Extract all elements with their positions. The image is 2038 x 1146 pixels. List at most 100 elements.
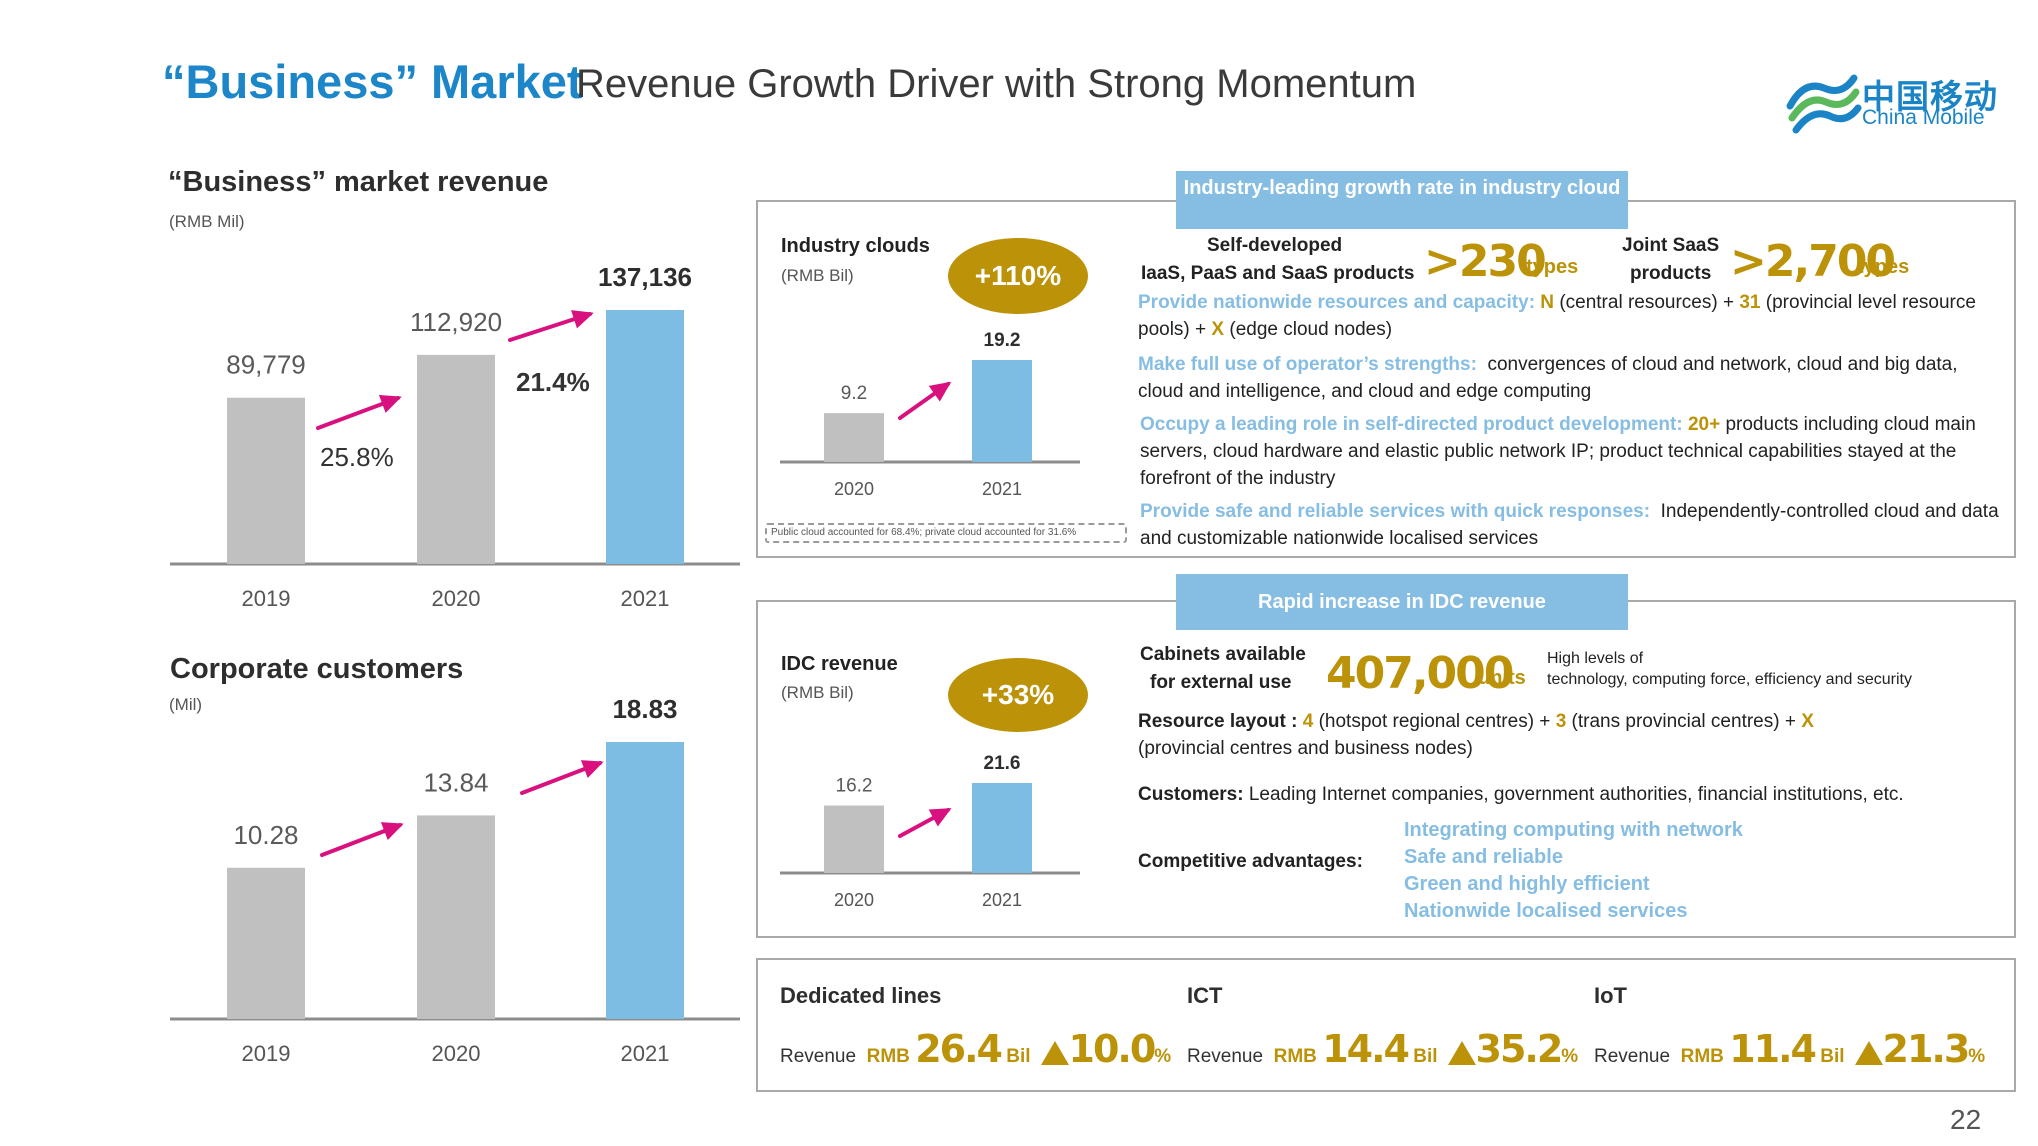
data-label: 10.28 xyxy=(233,820,298,850)
data-label: 13.84 xyxy=(423,767,488,797)
high-levels-detail: technology, computing force, efficiency … xyxy=(1547,671,1912,688)
kpi-revenue-label: Revenue xyxy=(780,1046,857,1067)
cabinets-label-2: for external use xyxy=(1150,672,1292,693)
kpi-title: ICT xyxy=(1187,983,1223,1008)
idc-customers: Customers: Leading Internet companies, g… xyxy=(1138,781,2018,808)
competitive-advantages-label: Competitive advantages: xyxy=(1138,851,1363,872)
industry-clouds-growth-badge: +110% xyxy=(948,238,1088,314)
kpi-panel xyxy=(756,958,2016,1092)
central-count: N xyxy=(1540,292,1555,313)
data-label: 112,920 xyxy=(410,307,502,337)
kpi-growth: 10.0 xyxy=(1068,1027,1157,1071)
advantage-item: Nationwide localised services xyxy=(1404,900,1688,922)
kpi-unit: Bil xyxy=(1820,1046,1845,1067)
kpi-title: Dedicated lines xyxy=(780,983,942,1008)
bullet-text: Independently-controlled cloud and data … xyxy=(1140,501,1999,549)
cloud-share-note-box: Public cloud accounted for 68.4%; privat… xyxy=(765,523,1127,543)
bar xyxy=(972,360,1032,462)
bullet-text: (provincial level resource pools) + xyxy=(1138,292,1976,340)
kpi-dedicated-lines: Dedicated lines Revenue RMB 26.4 Bil 10.0… xyxy=(780,983,1171,1071)
cloud-bullet-resources: Provide nationwide resources and capacit… xyxy=(1138,289,1998,343)
trans-provincial-count: 3 xyxy=(1555,711,1567,732)
provincial-count: X xyxy=(1801,711,1814,732)
cloud-bullet-services: Provide safe and reliable services with … xyxy=(1140,498,2000,552)
regional-count: 4 xyxy=(1302,711,1314,732)
up-triangle-icon xyxy=(1040,1041,1069,1065)
bar xyxy=(227,867,305,1019)
bar xyxy=(417,354,495,564)
bar xyxy=(824,413,884,462)
x-tick-label: 2020 xyxy=(834,890,874,910)
revenue-chart-unit: (RMB Mil) xyxy=(169,212,245,231)
customers-chart-title: Corporate customers xyxy=(170,653,464,685)
bar xyxy=(606,742,684,1019)
bullet-heading: Provide nationwide resources and capacit… xyxy=(1138,292,1536,313)
advantage-item: Green and highly efficient xyxy=(1404,873,1650,895)
joint-saas-count: >2,700 xyxy=(1730,236,1896,287)
revenue-bar-chart: 89,779 2019 112,920 2020 137,136 2021 25.8% 21.… xyxy=(170,262,740,611)
bullet-heading: Occupy a leading role in self-directed p… xyxy=(1140,414,1683,435)
kpi-growth: 21.3 xyxy=(1882,1027,1971,1071)
bar xyxy=(227,397,305,564)
cabinets-count: 407,000 xyxy=(1326,648,1514,699)
growth-arrowhead-icon xyxy=(928,808,952,827)
provincial-count: 31 xyxy=(1739,292,1761,313)
kpi-value: 26.4 xyxy=(915,1027,1003,1071)
x-tick-label: 2020 xyxy=(432,1041,481,1066)
bullet-text: (hotspot regional centres) + xyxy=(1318,711,1551,732)
x-tick-label: 2020 xyxy=(834,479,874,499)
joint-saas-label: Joint SaaS xyxy=(1622,235,1720,256)
logo-english-text: China Mobile xyxy=(1862,106,1985,129)
up-triangle-icon xyxy=(1447,1041,1476,1065)
x-tick-label: 2019 xyxy=(242,586,291,611)
bullet-heading: Make full use of operator’s strengths: xyxy=(1138,354,1477,375)
data-label: 21.6 xyxy=(984,753,1021,774)
bullet-text: Leading Internet companies, government a… xyxy=(1248,784,1904,805)
joint-saas-products-label: products xyxy=(1630,263,1712,284)
kpi-currency: RMB xyxy=(1273,1046,1317,1067)
up-triangle-icon xyxy=(1854,1041,1883,1065)
bar xyxy=(417,815,495,1019)
idc-resource-layout: Resource layout : 4 (hotspot regional ce… xyxy=(1138,708,1998,762)
data-label: 9.2 xyxy=(841,383,867,404)
growth-arrowhead-icon xyxy=(580,760,604,778)
self-developed-count: >230 xyxy=(1424,236,1547,287)
bullet-text: products including cloud main servers, c… xyxy=(1140,414,1976,489)
kpi-title: IoT xyxy=(1594,983,1627,1008)
data-label: 19.2 xyxy=(984,330,1021,351)
self-developed-label: Self-developed xyxy=(1207,235,1343,256)
bullet-text: (provincial centres and business nodes) xyxy=(1138,738,1473,759)
idc-bar-chart: 16.2 2020 21.6 2021 xyxy=(780,753,1080,910)
kpi-percent: % xyxy=(1561,1046,1579,1067)
logo-chinese-text: 中国移动 xyxy=(1862,78,1998,115)
customers-bar-chart: 10.28 2019 13.84 2020 18.83 2021 xyxy=(170,694,740,1066)
data-label: 89,779 xyxy=(226,350,306,380)
x-tick-label: 2021 xyxy=(621,1041,670,1066)
growth-arrowhead-icon xyxy=(380,822,404,840)
customers-chart-unit: (Mil) xyxy=(169,695,203,714)
x-tick-label: 2021 xyxy=(621,586,670,611)
china-mobile-logo-icon xyxy=(1786,74,1862,134)
cloud-bullet-strengths: Make full use of operator’s strengths: c… xyxy=(1138,351,1998,405)
data-label: 18.83 xyxy=(612,694,677,724)
self-developed-unit: types xyxy=(1526,256,1579,278)
kpi-line: Revenue RMB 11.4 Bil 21.3% xyxy=(1594,1027,1985,1071)
growth-rate-label: 25.8% xyxy=(320,442,394,472)
kpi-growth: 35.2 xyxy=(1475,1027,1564,1071)
advantage-item: Integrating computing with network xyxy=(1404,819,1743,841)
idc-banner: Rapid increase in IDC revenue xyxy=(1176,574,1628,630)
product-count: 20+ xyxy=(1687,414,1721,435)
industry-clouds-unit: (RMB Bil) xyxy=(781,266,854,285)
kpi-percent: % xyxy=(1154,1046,1172,1067)
bullet-text: (trans provincial centres) + xyxy=(1571,711,1796,732)
page-title: “Business” Market xyxy=(162,55,583,108)
data-label: 137,136 xyxy=(598,262,692,292)
kpi-revenue-label: Revenue xyxy=(1187,1046,1264,1067)
bullet-text: convergences of cloud and network, cloud… xyxy=(1138,354,1958,402)
edge-count: X xyxy=(1211,319,1225,340)
kpi-currency: RMB xyxy=(1680,1046,1724,1067)
self-developed-products-label: IaaS, PaaS and SaaS products xyxy=(1141,263,1415,284)
industry-clouds-chart-title: Industry clouds xyxy=(781,235,930,257)
growth-arrowhead-icon xyxy=(571,310,594,329)
kpi-line: Revenue RMB 14.4 Bil 35.2% xyxy=(1187,1027,1578,1071)
